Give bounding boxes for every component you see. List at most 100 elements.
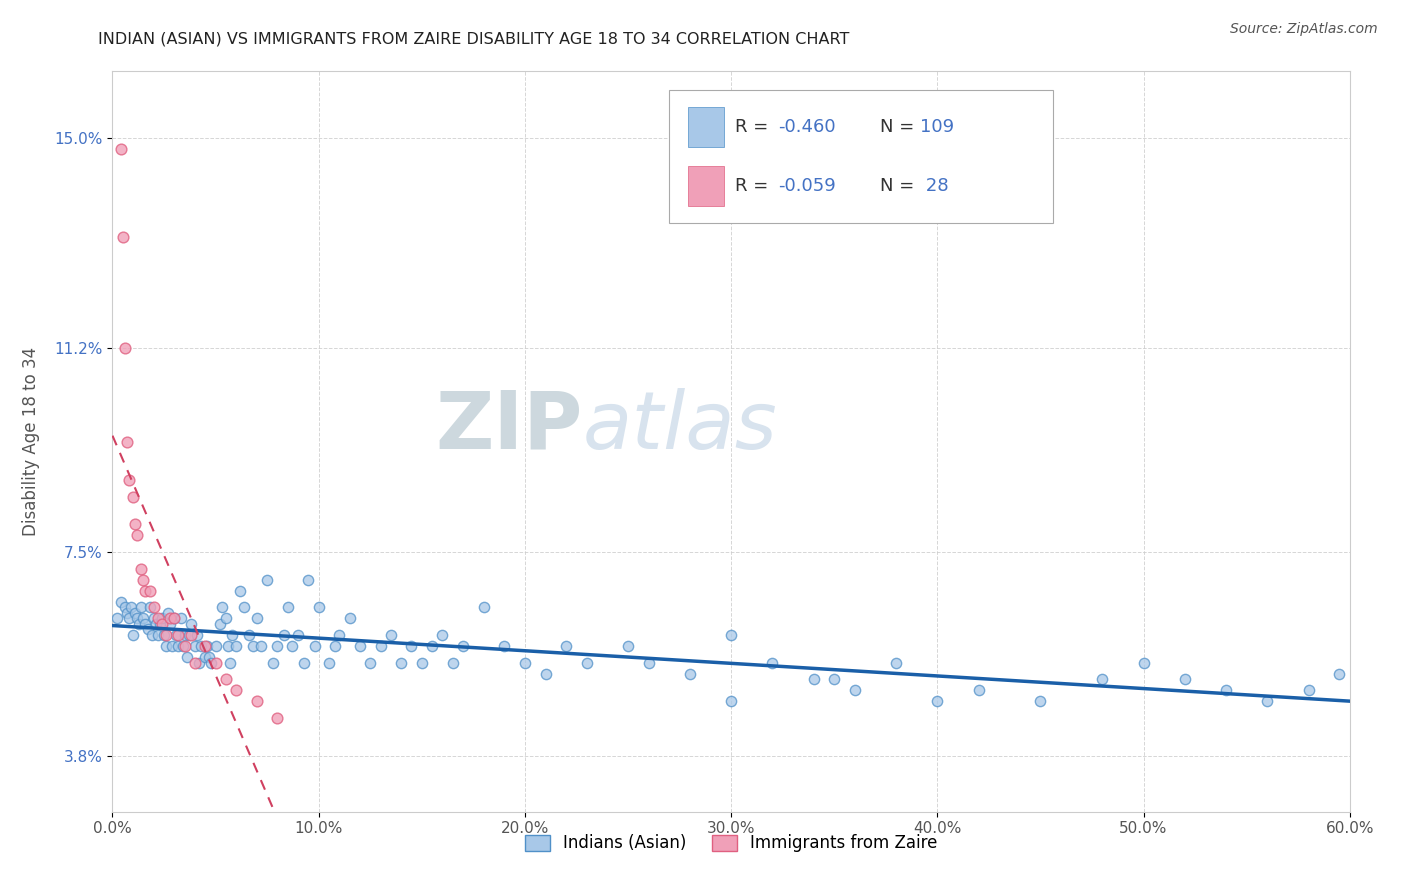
- Point: [1174, 672, 1197, 686]
- Point: [150, 616, 173, 631]
- Point: [1215, 683, 1237, 698]
- Text: ZIP: ZIP: [436, 388, 582, 466]
- Point: [122, 490, 145, 504]
- Point: [262, 656, 284, 670]
- Point: [105, 611, 128, 625]
- Point: [162, 639, 184, 653]
- Point: [637, 656, 659, 670]
- Text: Source: ZipAtlas.com: Source: ZipAtlas.com: [1230, 22, 1378, 37]
- Point: [204, 639, 226, 653]
- Point: [281, 639, 304, 653]
- Point: [720, 628, 742, 642]
- Point: [844, 683, 866, 698]
- Point: [250, 639, 273, 653]
- Point: [184, 639, 207, 653]
- Point: [114, 341, 136, 355]
- Point: [176, 650, 198, 665]
- Point: [136, 623, 159, 637]
- Point: [124, 606, 146, 620]
- Point: [115, 606, 138, 620]
- Point: [221, 628, 243, 642]
- Point: [132, 573, 155, 587]
- Point: [127, 611, 149, 625]
- Point: [823, 672, 845, 686]
- Point: [1132, 656, 1154, 670]
- Point: [803, 672, 825, 686]
- Text: R =: R =: [735, 178, 773, 195]
- Point: [155, 628, 177, 642]
- Point: [194, 650, 217, 665]
- Point: [198, 650, 221, 665]
- Text: -0.460: -0.460: [778, 118, 835, 136]
- Point: [884, 656, 907, 670]
- Point: [233, 600, 256, 615]
- Point: [142, 611, 165, 625]
- Point: [146, 611, 169, 625]
- Point: [134, 616, 156, 631]
- Point: [238, 628, 260, 642]
- Point: [292, 656, 315, 670]
- Point: [266, 639, 288, 653]
- Point: [225, 683, 247, 698]
- Point: [242, 639, 264, 653]
- Point: [927, 694, 949, 708]
- Point: [110, 142, 132, 156]
- FancyBboxPatch shape: [688, 107, 724, 147]
- Point: [219, 656, 242, 670]
- Point: [229, 583, 252, 598]
- Point: [287, 628, 309, 642]
- Point: [122, 628, 145, 642]
- FancyBboxPatch shape: [669, 90, 1053, 223]
- Point: [380, 628, 402, 642]
- Point: [194, 639, 217, 653]
- Point: [761, 656, 783, 670]
- Point: [132, 611, 155, 625]
- Point: [208, 616, 231, 631]
- Point: [1256, 694, 1278, 708]
- Point: [165, 628, 187, 642]
- Point: [1329, 666, 1351, 681]
- Point: [277, 600, 299, 615]
- Point: [318, 656, 340, 670]
- Point: [131, 561, 153, 575]
- Point: [177, 628, 200, 642]
- Point: [420, 639, 443, 653]
- Point: [370, 639, 392, 653]
- Point: [349, 639, 371, 653]
- Point: [169, 611, 191, 625]
- Point: [149, 616, 172, 631]
- Point: [190, 639, 212, 653]
- Point: [617, 639, 640, 653]
- Point: [225, 639, 247, 653]
- Point: [411, 656, 433, 670]
- Point: [157, 606, 180, 620]
- Point: [110, 595, 132, 609]
- Point: [217, 639, 239, 653]
- Point: [256, 573, 278, 587]
- Point: [304, 639, 326, 653]
- Point: [155, 639, 177, 653]
- Text: R =: R =: [735, 118, 773, 136]
- Point: [128, 616, 150, 631]
- Y-axis label: Disability Age 18 to 34: Disability Age 18 to 34: [22, 347, 41, 536]
- Point: [432, 628, 454, 642]
- Point: [246, 611, 269, 625]
- Point: [111, 230, 134, 244]
- Point: [159, 616, 181, 631]
- Text: N =: N =: [880, 178, 920, 195]
- Point: [246, 694, 269, 708]
- Point: [167, 639, 190, 653]
- Legend: Indians (Asian), Immigrants from Zaire: Indians (Asian), Immigrants from Zaire: [519, 828, 943, 859]
- Point: [141, 628, 163, 642]
- Point: [195, 639, 218, 653]
- Point: [451, 639, 474, 653]
- Point: [266, 711, 288, 725]
- Point: [173, 639, 195, 653]
- Text: 28: 28: [921, 178, 949, 195]
- Point: [127, 528, 149, 542]
- Point: [211, 600, 233, 615]
- Point: [146, 628, 169, 642]
- Point: [720, 694, 742, 708]
- Point: [323, 639, 346, 653]
- Point: [1029, 694, 1052, 708]
